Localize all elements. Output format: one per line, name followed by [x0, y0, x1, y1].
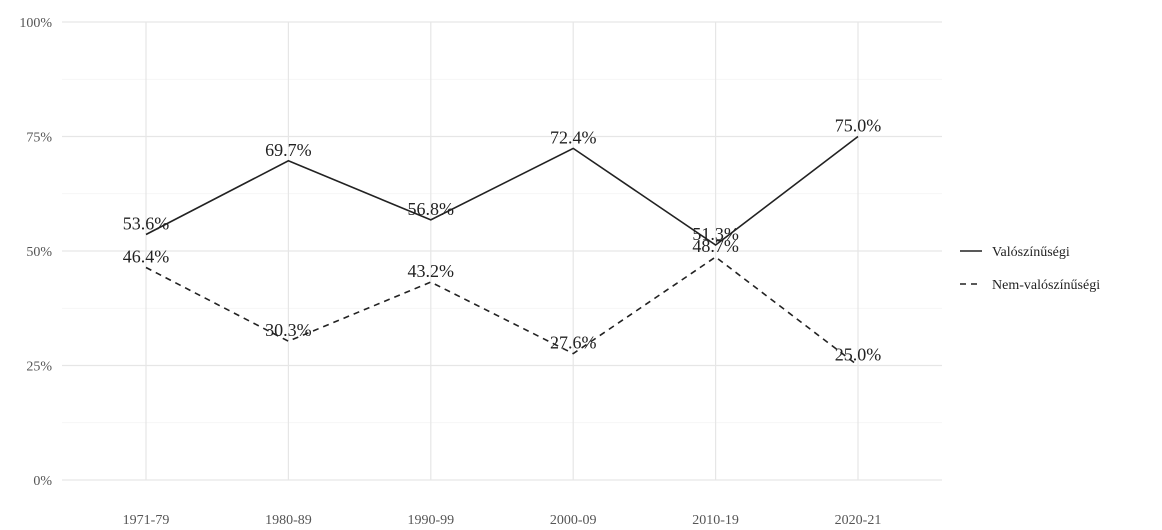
data-labels: 53.6% 69.7% 56.8% 72.4% 51.3% 75.0% 46.4% 30.3%…	[123, 116, 882, 365]
data-label: 69.7%	[265, 140, 312, 160]
x-tick-label: 1971-79	[123, 513, 170, 528]
series-line-valoszinusegi	[145, 135, 859, 246]
data-label: 43.2%	[408, 261, 455, 281]
x-tick-label: 2020-21	[835, 513, 882, 528]
y-tick-label: 100%	[19, 16, 52, 31]
y-tick-label: 75%	[26, 131, 52, 146]
y-tick-label: 50%	[26, 245, 52, 260]
legend: Valószínűségi Nem-valószínűségi	[960, 245, 1100, 293]
series-lines	[145, 135, 859, 367]
x-axis: 1971-79 1980-89 1990-99 2000-09 2010-19 2020-…	[123, 513, 882, 528]
series-line-nem-valoszinusegi	[145, 256, 859, 367]
legend-label: Valószínűségi	[992, 245, 1070, 260]
data-label: 27.6%	[550, 333, 597, 353]
y-tick-label: 25%	[26, 360, 52, 375]
x-tick-label: 2010-19	[692, 513, 739, 528]
legend-label: Nem-valószínűségi	[992, 278, 1100, 293]
x-tick-label: 1990-99	[407, 513, 454, 528]
data-label: 46.4%	[123, 246, 170, 266]
data-label: 48.7%	[692, 236, 739, 256]
data-label: 30.3%	[265, 320, 312, 340]
x-tick-label: 2000-09	[550, 513, 597, 528]
y-axis: 0% 25% 50% 75% 100%	[19, 16, 52, 489]
y-tick-label: 0%	[33, 474, 52, 489]
data-label: 51.3%	[692, 224, 739, 244]
x-tick-label: 1980-89	[265, 513, 312, 528]
data-label: 56.8%	[408, 199, 455, 219]
data-label: 53.6%	[123, 214, 170, 234]
grid-lines	[62, 21, 942, 481]
data-label: 72.4%	[550, 127, 597, 147]
data-label: 75.0%	[835, 116, 882, 136]
data-label: 25.0%	[835, 345, 882, 365]
